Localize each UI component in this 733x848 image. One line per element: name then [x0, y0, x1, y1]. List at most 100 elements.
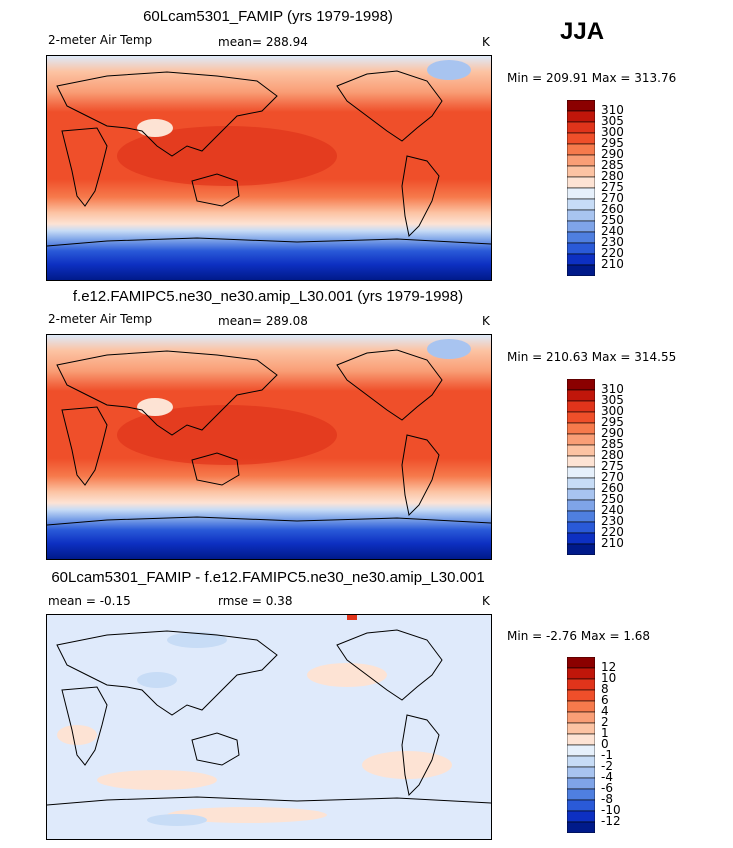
- panel-2-title: f.e12.FAMIPC5.ne30_ne30.amip_L30.001 (yr…: [72, 288, 464, 305]
- colorbar-swatch: [566, 532, 596, 545]
- panel-2-coast-africa: [61, 406, 108, 486]
- panel-3-cold-spot: [347, 615, 357, 620]
- colorbar-swatch: [566, 799, 596, 812]
- cb3-label: -8: [601, 792, 613, 806]
- panel-1-units-label: K: [482, 35, 490, 49]
- cb1-label: 210: [601, 257, 624, 271]
- colorbar-swatch: [566, 242, 596, 255]
- panel-1-greenland-cold: [427, 60, 471, 80]
- panel-3-coast-eurasia: [56, 630, 278, 716]
- cb1-label: 270: [601, 191, 624, 205]
- panel-3-units-label: K: [482, 594, 490, 608]
- colorbar-swatch: [566, 777, 596, 790]
- colorbar-swatch: [566, 99, 596, 112]
- cb2-label: 290: [601, 426, 624, 440]
- panel-1-minmax-label: Min = 209.91 Max = 313.76: [507, 71, 677, 85]
- cb2-label: 210: [601, 536, 624, 550]
- panel-1-coast-antarctica: [47, 237, 491, 247]
- panel-2-warm-pool: [117, 405, 337, 465]
- panel-2-coast-australia: [191, 452, 240, 486]
- cb3-label: 2: [601, 715, 609, 729]
- cb1-label: 310: [601, 103, 624, 117]
- panel-3-cool-patch: [147, 814, 207, 826]
- panel-3-map: [46, 614, 492, 840]
- colorbar-swatch: [566, 521, 596, 534]
- colorbar-swatch: [566, 821, 596, 834]
- panel-1-colorbar-swatches: [566, 99, 596, 277]
- colorbar-swatch: [566, 810, 596, 823]
- colorbar-swatch: [566, 788, 596, 801]
- colorbar-swatch: [566, 389, 596, 402]
- cb1-label: 300: [601, 125, 624, 139]
- panel-2-minmax-label: Min = 210.63 Max = 314.55: [507, 350, 677, 364]
- cb1-label: 275: [601, 180, 624, 194]
- cb2-label: 275: [601, 459, 624, 473]
- colorbar-swatch: [566, 132, 596, 145]
- cb3-label: 8: [601, 682, 609, 696]
- panel-2-mean-label: mean= 289.08: [218, 314, 308, 328]
- panel-3-coast-south-america: [401, 714, 440, 797]
- panel-1-tibet-cold: [137, 119, 173, 137]
- panel-1-coast-africa: [61, 127, 108, 207]
- colorbar-swatch: [566, 253, 596, 266]
- panel-3-coast-antarctica: [47, 796, 491, 806]
- cb2-label: 285: [601, 437, 624, 451]
- panel-3-cool-patch: [137, 672, 177, 688]
- cb1-label: 295: [601, 136, 624, 150]
- panel-1-coast-eurasia: [56, 71, 278, 157]
- colorbar-swatch: [566, 499, 596, 512]
- colorbar-swatch: [566, 154, 596, 167]
- cb1-label: 240: [601, 224, 624, 238]
- panel-2-coast-antarctica: [47, 516, 491, 526]
- panel-2-variable-label: 2-meter Air Temp: [48, 312, 153, 326]
- cb3-label: 0: [601, 737, 609, 751]
- panel-3-warm-patch: [307, 663, 387, 687]
- panel-2-colorbar: [566, 378, 596, 559]
- panel-3-colorbar-swatches: [566, 656, 596, 834]
- panel-2-map: [46, 334, 492, 560]
- cb3-label: 10: [601, 671, 617, 685]
- cb1-label: 290: [601, 147, 624, 161]
- colorbar-swatch: [566, 121, 596, 134]
- colorbar-swatch: [566, 231, 596, 244]
- panel-1-variable-label: 2-meter Air Temp: [48, 33, 153, 47]
- cb2-label: 270: [601, 470, 624, 484]
- colorbar-swatch: [566, 689, 596, 702]
- colorbar-swatch: [566, 422, 596, 435]
- colorbar-swatch: [566, 488, 596, 501]
- panel-3-coast-africa: [61, 686, 108, 766]
- cb3-label: -6: [601, 781, 613, 795]
- colorbar-swatch: [566, 733, 596, 746]
- panel-1-map: [46, 55, 492, 281]
- cb1-label: 220: [601, 246, 624, 260]
- cb2-label: 280: [601, 448, 624, 462]
- panel-3-warm-patch: [57, 725, 97, 745]
- panel-2-colorbar-swatches: [566, 378, 596, 556]
- panel-3-coast-north-america: [336, 629, 443, 701]
- cb1-label: 260: [601, 202, 624, 216]
- colorbar-swatch: [566, 477, 596, 490]
- colorbar-swatch: [566, 543, 596, 556]
- panel-1-mean-label: mean= 288.94: [218, 35, 308, 49]
- cb2-label: 300: [601, 404, 624, 418]
- colorbar-swatch: [566, 209, 596, 222]
- panel-3-field: [47, 615, 491, 839]
- cb3-label: -4: [601, 770, 613, 784]
- colorbar-swatch: [566, 411, 596, 424]
- colorbar-swatch: [566, 667, 596, 680]
- cb2-label: 305: [601, 393, 624, 407]
- colorbar-swatch: [566, 711, 596, 724]
- panel-3-rmse-label: rmse = 0.38: [218, 594, 293, 608]
- panel-2-units-label: K: [482, 314, 490, 328]
- panel-2-tibet-cold: [137, 398, 173, 416]
- cb1-label: 230: [601, 235, 624, 249]
- colorbar-swatch: [566, 678, 596, 691]
- panel-3-mean-label: mean = -0.15: [48, 594, 131, 608]
- colorbar-swatch: [566, 433, 596, 446]
- colorbar-swatch: [566, 378, 596, 391]
- panel-1-title: 60Lcam5301_FAMIP (yrs 1979-1998): [143, 8, 393, 25]
- panel-1-coast-australia: [191, 173, 240, 207]
- cb1-label: 305: [601, 114, 624, 128]
- colorbar-swatch: [566, 510, 596, 523]
- colorbar-swatch: [566, 187, 596, 200]
